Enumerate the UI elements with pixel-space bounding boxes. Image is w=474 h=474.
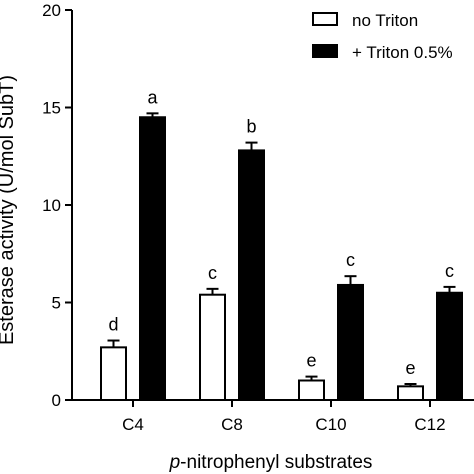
y-tick-label: 5 — [52, 294, 61, 313]
legend: no Triton + Triton 0.5% — [312, 11, 453, 62]
x-axis-label-rest: -nitrophenyl substrates — [180, 452, 372, 473]
y-tick-label: 10 — [42, 196, 61, 215]
bar — [139, 116, 166, 401]
x-tick-label: C8 — [221, 415, 243, 434]
significance-letter: a — [147, 87, 158, 107]
x-axis-label: p-nitrophenyl substrates — [169, 452, 373, 473]
legend-label: no Triton — [352, 11, 418, 30]
y-tick-label: 15 — [42, 99, 61, 118]
x-tick-label: C4 — [122, 415, 144, 434]
legend-swatch — [312, 44, 338, 58]
y-tick-label: 0 — [52, 391, 61, 410]
y-tick-label: 20 — [42, 1, 61, 20]
x-tick-label: C12 — [414, 415, 445, 434]
significance-letter: e — [405, 358, 415, 378]
bar — [436, 291, 463, 401]
significance-letter: b — [246, 117, 256, 137]
bar — [397, 385, 424, 402]
significance-letter: d — [108, 315, 118, 335]
significance-letter: c — [346, 250, 355, 270]
x-tick-label: C10 — [315, 415, 346, 434]
significance-letter: c — [208, 263, 217, 283]
legend-label: + Triton 0.5% — [352, 43, 453, 62]
legend-swatch — [312, 12, 338, 26]
significance-letters-layer: d c e e a b c c — [108, 87, 454, 378]
error-bars-layer — [107, 112, 456, 387]
significance-letter: e — [306, 351, 316, 371]
y-axis-label: Esterase activity (U/mol SubT) — [0, 75, 18, 345]
significance-letter: c — [445, 261, 454, 281]
axes-layer: 0 5 10 15 20 C4 C8 C10 C12 — [42, 1, 474, 434]
x-axis-label-italic: p — [169, 452, 181, 473]
bar — [337, 283, 364, 402]
bar — [298, 379, 325, 401]
bar — [238, 149, 265, 401]
bar — [199, 293, 226, 402]
bar — [100, 346, 127, 402]
